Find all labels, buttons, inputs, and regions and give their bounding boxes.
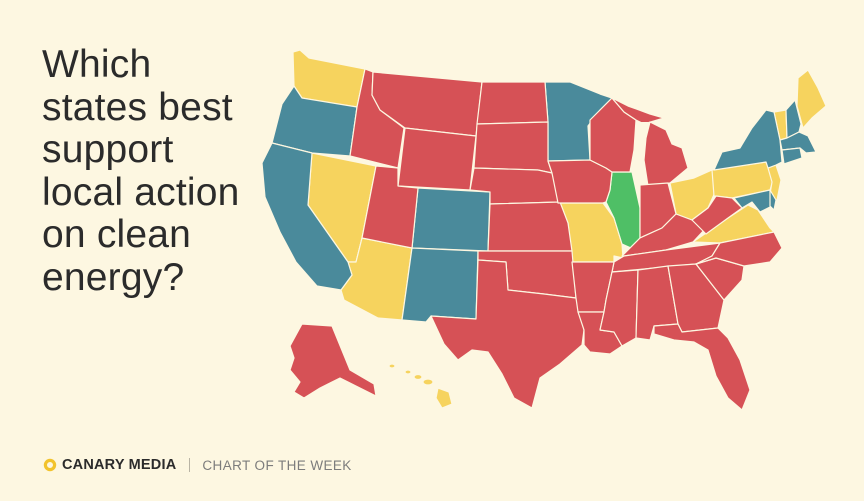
state-new-york[interactable] (713, 109, 783, 171)
state-michigan[interactable] (643, 121, 689, 187)
brand-name: CANARY MEDIA (62, 457, 177, 473)
state-hawaii[interactable] (388, 363, 453, 409)
state-new-mexico[interactable] (401, 247, 479, 323)
state-maine[interactable] (796, 69, 827, 129)
state-north-dakota[interactable] (476, 81, 549, 125)
lake-huron (666, 130, 682, 146)
state-delaware[interactable] (769, 189, 777, 211)
state-north-carolina[interactable] (695, 231, 783, 267)
state-west-virginia[interactable] (691, 195, 743, 235)
footer: CANARY MEDIA CHART OF THE WEEK (43, 454, 352, 476)
state-new-hampshire[interactable] (785, 99, 802, 139)
state-utah[interactable] (361, 165, 419, 249)
state-colorado[interactable] (411, 187, 491, 252)
state-michigan-upper[interactable] (611, 97, 665, 125)
state-wyoming[interactable] (397, 127, 477, 191)
footer-divider (189, 458, 191, 472)
state-kansas[interactable] (487, 201, 573, 252)
footer-tagline: CHART OF THE WEEK (202, 457, 352, 473)
lake-michigan (636, 122, 648, 174)
chart-title: Which states best support local action o… (42, 43, 240, 299)
state-alaska[interactable] (289, 323, 377, 399)
canary-logo-icon (43, 458, 57, 472)
state-florida[interactable] (653, 323, 751, 411)
state-california[interactable] (261, 142, 353, 291)
state-wisconsin[interactable] (589, 97, 637, 173)
state-oregon[interactable] (271, 85, 358, 157)
state-south-dakota[interactable] (473, 121, 553, 174)
lake-erie (690, 162, 714, 176)
state-texas[interactable] (430, 259, 585, 409)
state-connecticut[interactable] (781, 147, 803, 165)
